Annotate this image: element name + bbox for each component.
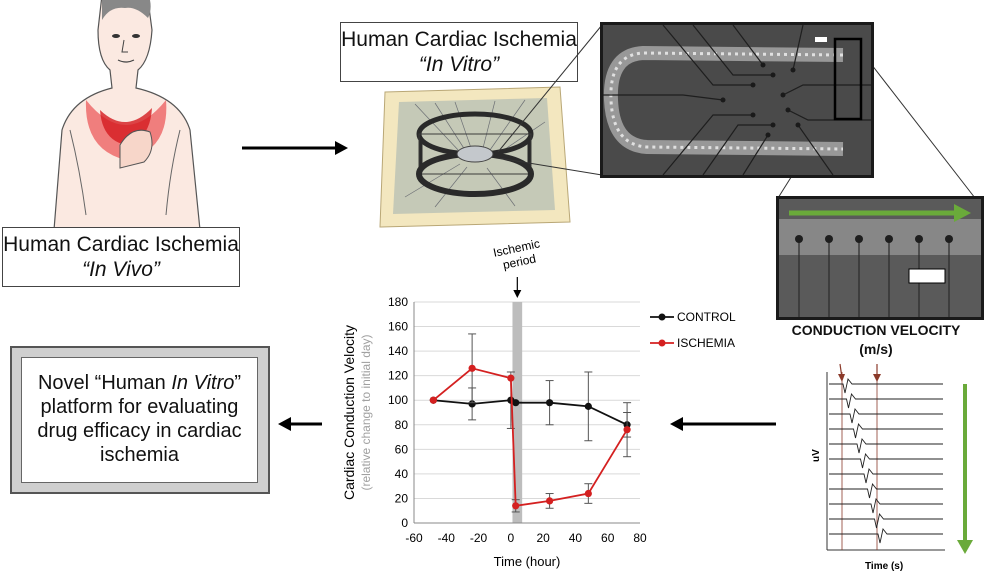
zoomed-micrograph (776, 196, 984, 320)
traces-xlabel: Time (s) (865, 561, 903, 572)
chart-ylabel2: (relative change to initial day) (359, 334, 373, 490)
series-ischemia (429, 333, 632, 513)
chart-series (429, 333, 632, 513)
y-tick-label: 100 (388, 393, 408, 407)
data-point (512, 399, 520, 407)
traces-ylabel: uV (811, 449, 822, 462)
chart-ticks: 0 20 40 60 80 100 120 140 160 180 -60 -40 -20 0 20 40 60… (388, 295, 647, 545)
x-tick-label: 0 (508, 531, 515, 545)
data-point (468, 400, 476, 408)
data-point (546, 399, 554, 407)
series-line (433, 399, 628, 426)
electrogram-trace (829, 437, 943, 454)
ischemic-period-annotation: Ischemicperiod (492, 240, 544, 274)
arrow-left-1 (278, 417, 322, 431)
x-tick-label: 20 (536, 531, 550, 545)
chart-xlabel: Time (hour) (494, 554, 561, 569)
conduction-velocity-line2: (m/s) (859, 341, 893, 357)
data-point (623, 426, 631, 434)
electrogram-trace (829, 482, 943, 499)
y-tick-label: 20 (395, 491, 409, 505)
annotation-arrowhead (513, 290, 522, 298)
invitro-title: Human Cardiac Ischemia (341, 28, 577, 51)
chart-ylabel: Cardiac Conduction Velocity (341, 325, 357, 500)
x-tick-label: 40 (569, 531, 583, 545)
y-tick-label: 80 (395, 418, 409, 432)
electrogram-trace (829, 422, 943, 439)
y-tick-label: 180 (388, 295, 408, 309)
arrow-left-2 (670, 417, 776, 431)
data-point (507, 374, 515, 382)
legend-label: CONTROL (677, 310, 736, 324)
electrogram-trace (829, 512, 943, 529)
chart-grid (414, 301, 640, 524)
arrow-right-1 (242, 141, 348, 155)
electrogram-traces: uV Time (s) (811, 363, 973, 572)
novel-platform-frame: Novel “Human In Vitro” platform for eval… (10, 346, 270, 494)
data-point (429, 396, 437, 404)
novel-line2: platform for evaluating (40, 396, 239, 418)
ischemic-period-band (512, 302, 523, 523)
electrogram-trace (829, 497, 943, 514)
data-point (584, 402, 592, 410)
invivo-subtitle: “In Vivo” (82, 258, 160, 281)
invitro-subtitle: “In Vitro” (418, 53, 500, 76)
y-tick-label: 160 (388, 320, 408, 334)
x-tick-label: 60 (601, 531, 615, 545)
novel-platform-box: Novel “Human In Vitro” platform for eval… (21, 357, 258, 483)
data-point (584, 489, 592, 498)
cardiac-tissue-micrograph (600, 22, 874, 178)
y-tick-label: 0 (401, 516, 408, 530)
invitro-label-box: Human Cardiac Ischemia “In Vitro” (340, 22, 578, 82)
electrogram-trace (829, 407, 943, 424)
novel-line1: Novel “Human In Vitro” (37, 372, 242, 394)
electrogram-trace (829, 452, 943, 469)
conduction-velocity-line1: CONDUCTION VELOCITY (791, 322, 961, 338)
y-tick-label: 60 (395, 442, 409, 456)
invivo-title: Human Cardiac Ischemia (3, 233, 239, 256)
x-tick-label: -60 (405, 531, 423, 545)
electrogram-trace (829, 392, 943, 409)
chart-axes (413, 302, 640, 524)
conduction-velocity-chart: 0 20 40 60 80 100 120 140 160 180 -60 -40 -20 0 20 40 60… (341, 240, 736, 569)
electrogram-trace (829, 377, 943, 394)
x-tick-label: -20 (470, 531, 488, 545)
data-point (512, 502, 520, 510)
data-point (468, 364, 476, 372)
electrogram-trace (829, 467, 943, 484)
y-tick-label: 140 (388, 344, 408, 358)
y-tick-label: 40 (395, 467, 409, 481)
electrogram-trace (829, 527, 943, 544)
series-line (432, 367, 628, 507)
legend-marker (658, 313, 666, 321)
human-figure-illustration (53, 0, 201, 230)
x-tick-label: -40 (438, 531, 456, 545)
y-tick-label: 120 (388, 369, 408, 383)
invivo-label-box: Human Cardiac Ischemia “In Vivo” (2, 227, 240, 287)
novel-line3: drug efficacy in cardiac (37, 420, 242, 442)
conduction-velocity-title: CONDUCTION VELOCITY (m/s) (768, 322, 984, 357)
legend-marker (658, 339, 666, 347)
chart-legend: CONTROL ISCHEMIA (513, 277, 736, 350)
data-point (546, 497, 554, 505)
x-tick-label: 80 (633, 531, 647, 545)
legend-label: ISCHEMIA (677, 336, 735, 350)
series-control (429, 371, 632, 442)
novel-line4: ischemia (100, 444, 179, 466)
